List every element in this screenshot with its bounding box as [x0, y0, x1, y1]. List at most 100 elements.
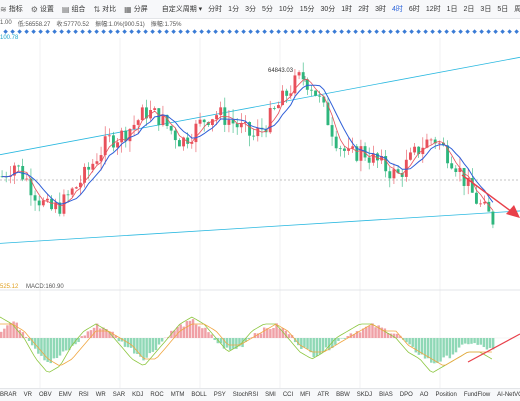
indicator-tab[interactable]: SMI: [265, 392, 276, 398]
indicator-tab[interactable]: OBV: [39, 392, 52, 398]
indicator-tab[interactable]: KDJ: [132, 392, 143, 398]
macd-histogram-bar: [65, 338, 67, 350]
candle-body: [331, 125, 334, 137]
candle-body: [199, 120, 202, 124]
indicator-tab[interactable]: BOLL: [191, 392, 206, 398]
indicator-tab[interactable]: BBW: [336, 392, 350, 398]
candle-body: [108, 135, 111, 136]
indicator-tab[interactable]: BIAS: [379, 392, 393, 398]
high-price-annotation: 64843.03: [268, 68, 293, 74]
macd-histogram-bar: [300, 338, 302, 349]
indicator-tab[interactable]: ROC: [150, 392, 163, 398]
macd-histogram-bar: [480, 338, 482, 345]
candle-body: [227, 120, 230, 125]
macd-histogram-bar: [269, 329, 271, 338]
candle-body: [413, 147, 416, 153]
candle-body: [359, 146, 362, 161]
macd-histogram-bar: [473, 338, 475, 343]
candle-body: [475, 193, 478, 204]
macd-histogram-bar: [396, 334, 398, 338]
macd-histogram-bar: [343, 338, 345, 339]
macd-histogram-bar: [365, 327, 367, 338]
macd-histogram-bar: [359, 332, 361, 338]
indicator-tab[interactable]: FundFlow: [464, 392, 490, 398]
indicator-tab[interactable]: StochRSI: [233, 392, 258, 398]
candle-body: [322, 97, 325, 103]
candle-body: [491, 212, 494, 225]
indicator-tab[interactable]: SKDJ: [357, 392, 372, 398]
indicator-tab[interactable]: CCI: [283, 392, 293, 398]
candle-body: [298, 72, 301, 75]
indicator-tab[interactable]: AO: [420, 392, 429, 398]
macd-histogram-bar: [80, 336, 82, 338]
indicator-tab[interactable]: BRAR: [0, 392, 17, 398]
macd-histogram-bar: [368, 326, 370, 338]
indicator-tab[interactable]: WR: [96, 392, 106, 398]
macd-histogram-bar: [232, 338, 234, 349]
macd-histogram-bar: [458, 338, 460, 348]
candle-body: [161, 115, 164, 125]
candle-body: [87, 167, 90, 170]
candle-body: [351, 146, 354, 148]
candle-body: [388, 171, 391, 178]
macd-histogram-bar: [59, 338, 61, 356]
indicator-tab[interactable]: MTM: [171, 392, 185, 398]
candle-body: [75, 187, 78, 188]
candle-body: [38, 201, 41, 206]
indicator-tab[interactable]: AI-NetVOL: [497, 392, 520, 398]
candle-body: [112, 135, 115, 147]
candle-body: [153, 108, 156, 110]
candle-body: [409, 152, 412, 159]
candlestick-chart[interactable]: [0, 0, 520, 388]
indicator-tab[interactable]: ATR: [318, 392, 330, 398]
macd-histogram-bar: [316, 338, 318, 356]
macd-histogram-bar: [130, 338, 132, 348]
macd-histogram-bar: [9, 323, 11, 338]
macd-histogram-bar: [436, 338, 438, 363]
candle-body: [335, 137, 338, 149]
candle-body: [392, 169, 395, 178]
macd-histogram-bar: [149, 338, 151, 353]
macd-histogram-bar: [303, 338, 305, 347]
macd-value-b: MACD:160.90: [26, 284, 64, 290]
candle-body: [479, 203, 482, 204]
candle-body: [178, 140, 181, 146]
candle-body: [17, 166, 20, 167]
macd-histogram-bar: [133, 338, 135, 354]
macd-histogram-bar: [152, 338, 154, 352]
candle-body: [141, 107, 144, 120]
macd-histogram-bar: [263, 328, 265, 338]
indicator-tab[interactable]: DPO: [400, 392, 413, 398]
candle-body: [120, 131, 123, 143]
macd-histogram-bar: [337, 338, 339, 341]
candle-body: [170, 126, 173, 131]
indicator-selector-bar: BRAR VR OBV EMV RSI WR SAR KDJ ROC MTM BOLL PSY Stoc…: [0, 388, 520, 401]
macd-histogram-bar: [43, 338, 45, 360]
indicator-tab[interactable]: PSY: [214, 392, 226, 398]
macd-histogram-bar: [461, 338, 463, 345]
candle-body: [430, 140, 433, 141]
candle-body: [42, 200, 45, 205]
macd-histogram-bar: [306, 338, 308, 349]
candle-body: [277, 105, 280, 108]
indicator-tab[interactable]: RSI: [79, 392, 89, 398]
macd-histogram-bar: [476, 338, 478, 345]
indicator-tab[interactable]: Position: [435, 392, 456, 398]
indicator-tab[interactable]: SAR: [113, 392, 125, 398]
indicator-tab[interactable]: EMV: [59, 392, 72, 398]
macd-panel-label: 525.12 MACD:160.90: [0, 284, 64, 290]
macd-histogram-bar: [56, 338, 58, 358]
macd-histogram-bar: [260, 334, 262, 338]
candle-body: [133, 125, 136, 129]
candle-body: [302, 72, 305, 79]
macd-histogram-bar: [25, 337, 27, 338]
indicator-tab[interactable]: MFI: [300, 392, 310, 398]
ma-slow-line: [2, 85, 493, 204]
macd-histogram-bar: [204, 328, 206, 338]
candle-body: [314, 91, 317, 96]
macd-histogram-bar: [12, 321, 14, 338]
candle-body: [343, 149, 346, 151]
macd-histogram-bar: [340, 338, 342, 339]
macd-histogram-bar: [53, 338, 55, 358]
indicator-tab[interactable]: VR: [24, 392, 32, 398]
